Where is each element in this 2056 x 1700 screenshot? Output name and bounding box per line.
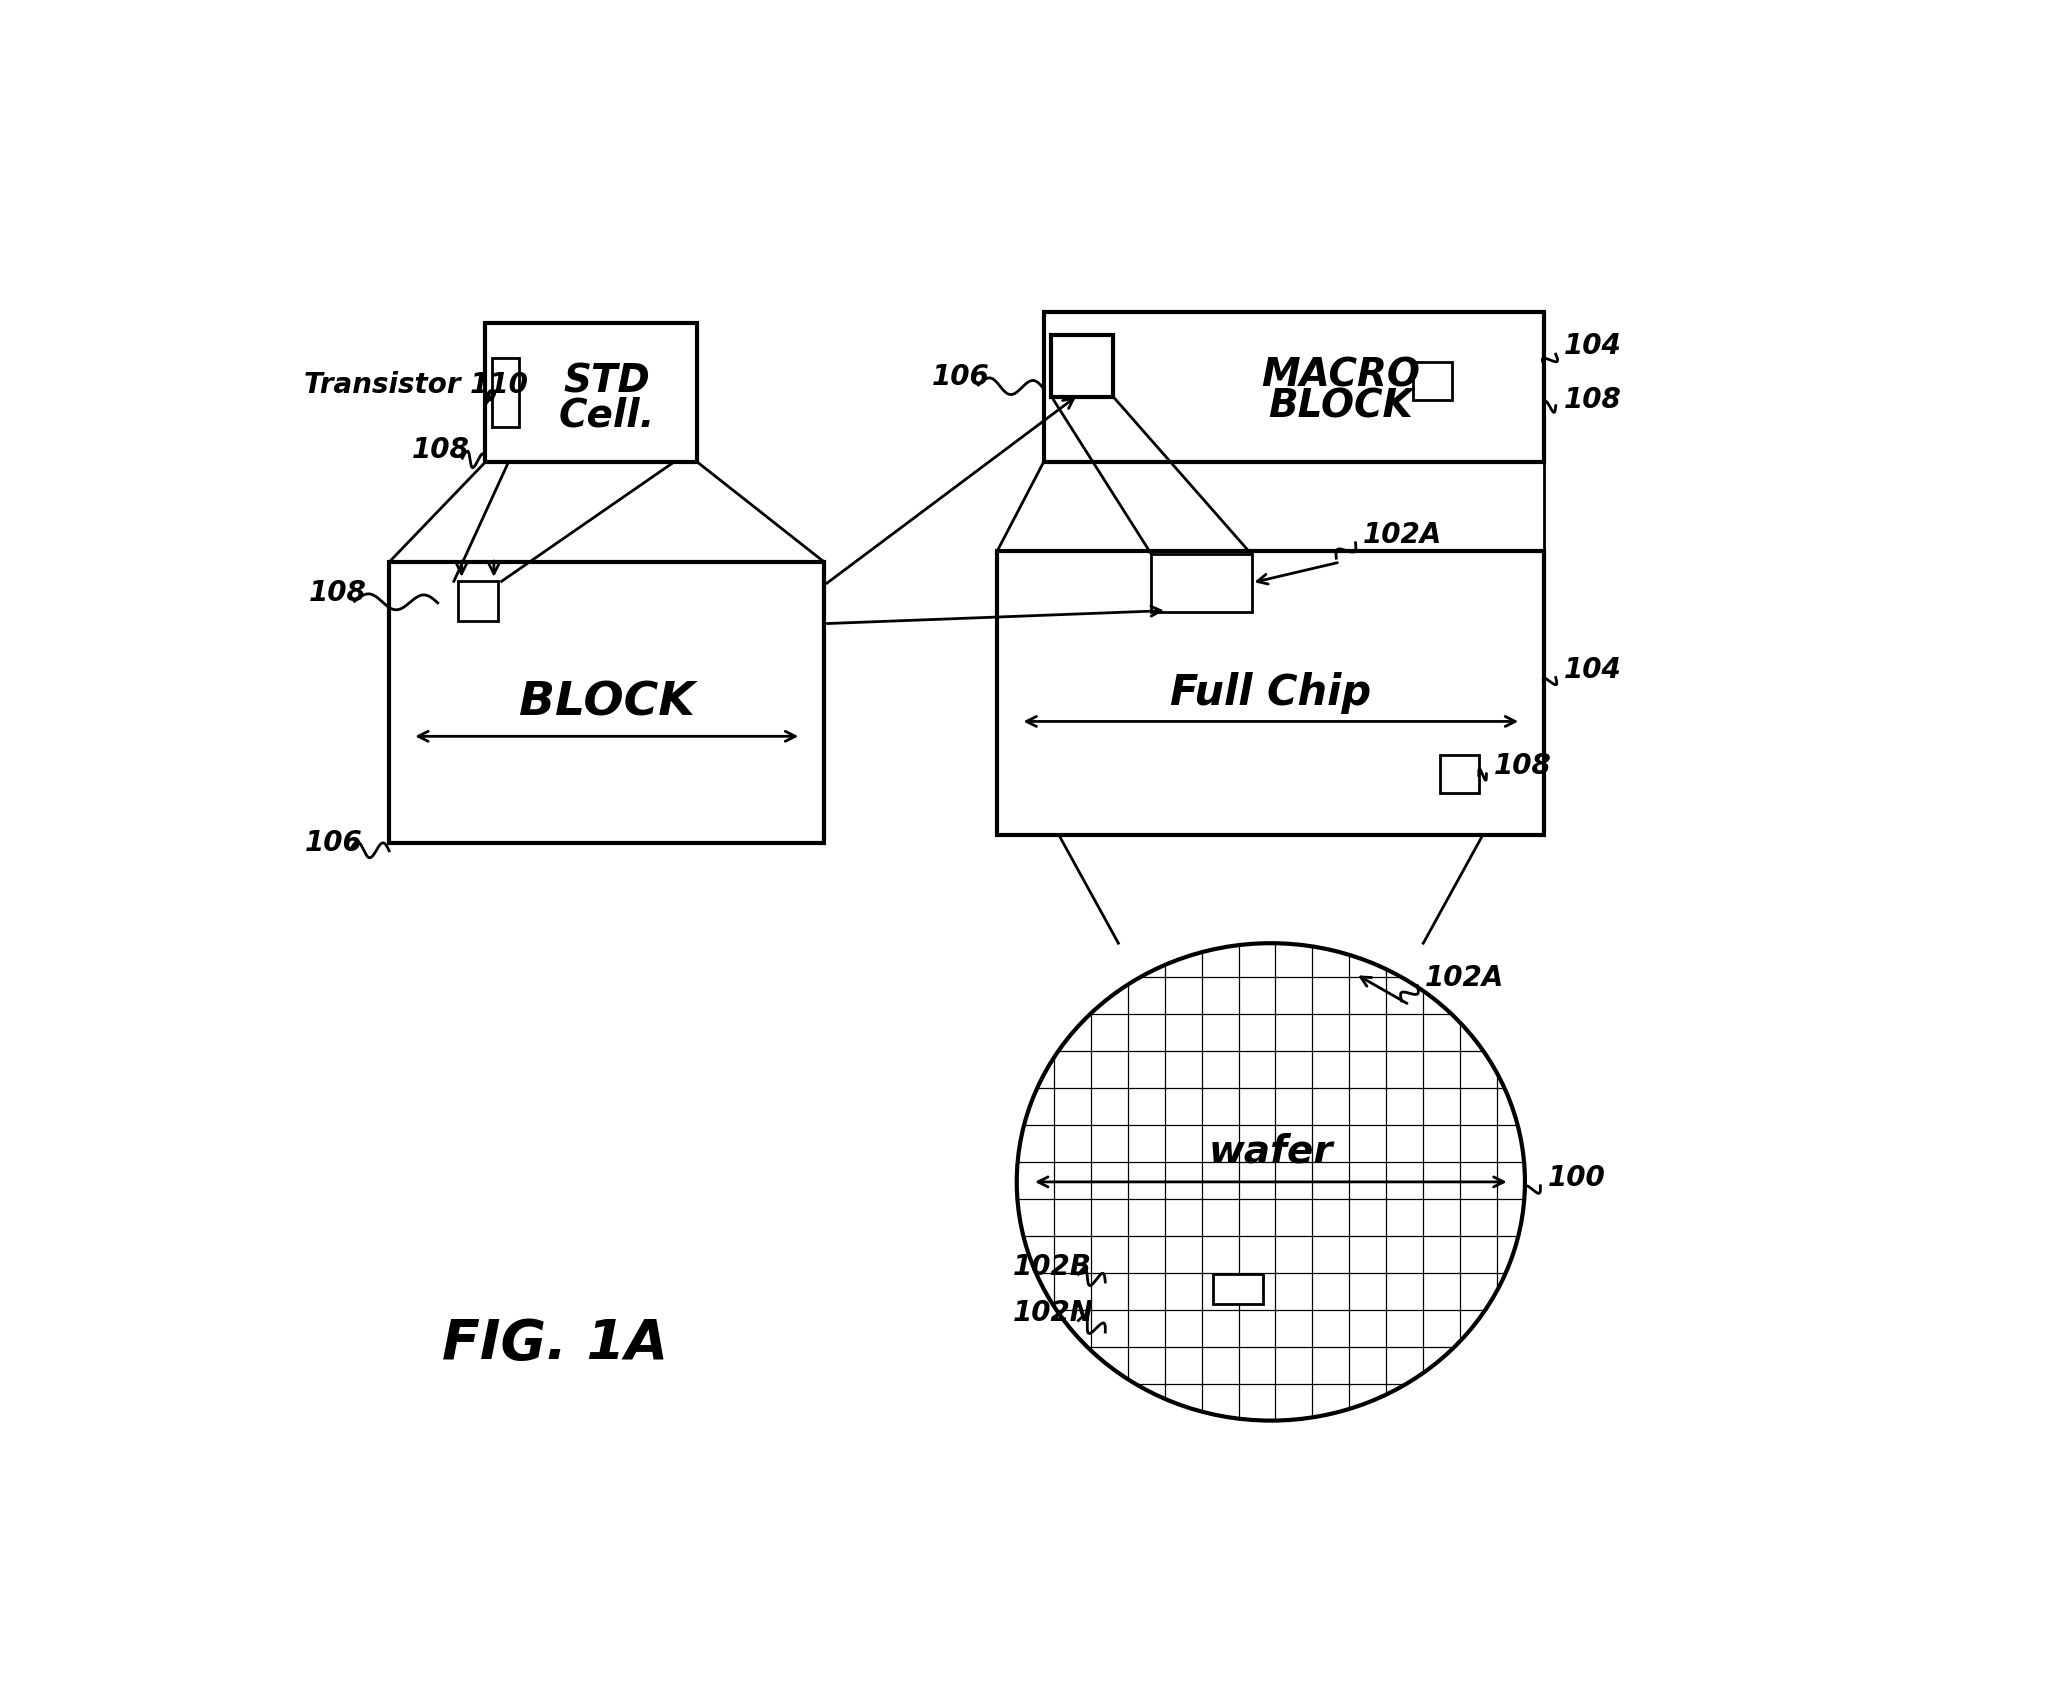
Text: MACRO: MACRO	[1260, 357, 1419, 394]
Text: Cell.: Cell.	[559, 396, 656, 435]
Bar	[1051, 335, 1112, 396]
Text: 108: 108	[308, 580, 366, 607]
Text: 108: 108	[1495, 751, 1552, 780]
Bar	[1151, 554, 1252, 612]
Text: 102B: 102B	[1014, 1253, 1092, 1280]
Text: STD: STD	[563, 362, 650, 399]
Text: 102A: 102A	[1425, 964, 1505, 991]
Text: 100: 100	[1548, 1164, 1606, 1192]
Bar	[1412, 362, 1452, 401]
Text: 102N: 102N	[1014, 1299, 1094, 1326]
Bar	[485, 323, 697, 462]
Text: BLOCK: BLOCK	[518, 680, 695, 726]
Bar	[1044, 311, 1544, 462]
Bar	[389, 563, 824, 843]
Text: Full Chip: Full Chip	[1170, 672, 1371, 714]
Text: BLOCK: BLOCK	[1269, 388, 1412, 425]
Text: 104: 104	[1563, 333, 1622, 360]
Text: 104: 104	[1563, 656, 1622, 683]
Text: wafer: wafer	[1209, 1132, 1332, 1170]
Ellipse shape	[1018, 944, 1526, 1421]
Text: 106: 106	[304, 830, 362, 857]
Text: 108: 108	[413, 437, 471, 464]
Text: 108: 108	[1563, 386, 1622, 415]
Text: 106: 106	[931, 364, 989, 391]
Text: Transistor 110: Transistor 110	[304, 371, 528, 400]
Bar	[997, 551, 1544, 835]
Text: FIG. 1A: FIG. 1A	[442, 1316, 668, 1370]
Text: 102A: 102A	[1363, 522, 1443, 549]
Bar	[1213, 1275, 1262, 1304]
Bar	[1441, 755, 1478, 794]
Bar	[491, 359, 518, 427]
Bar	[458, 581, 498, 620]
